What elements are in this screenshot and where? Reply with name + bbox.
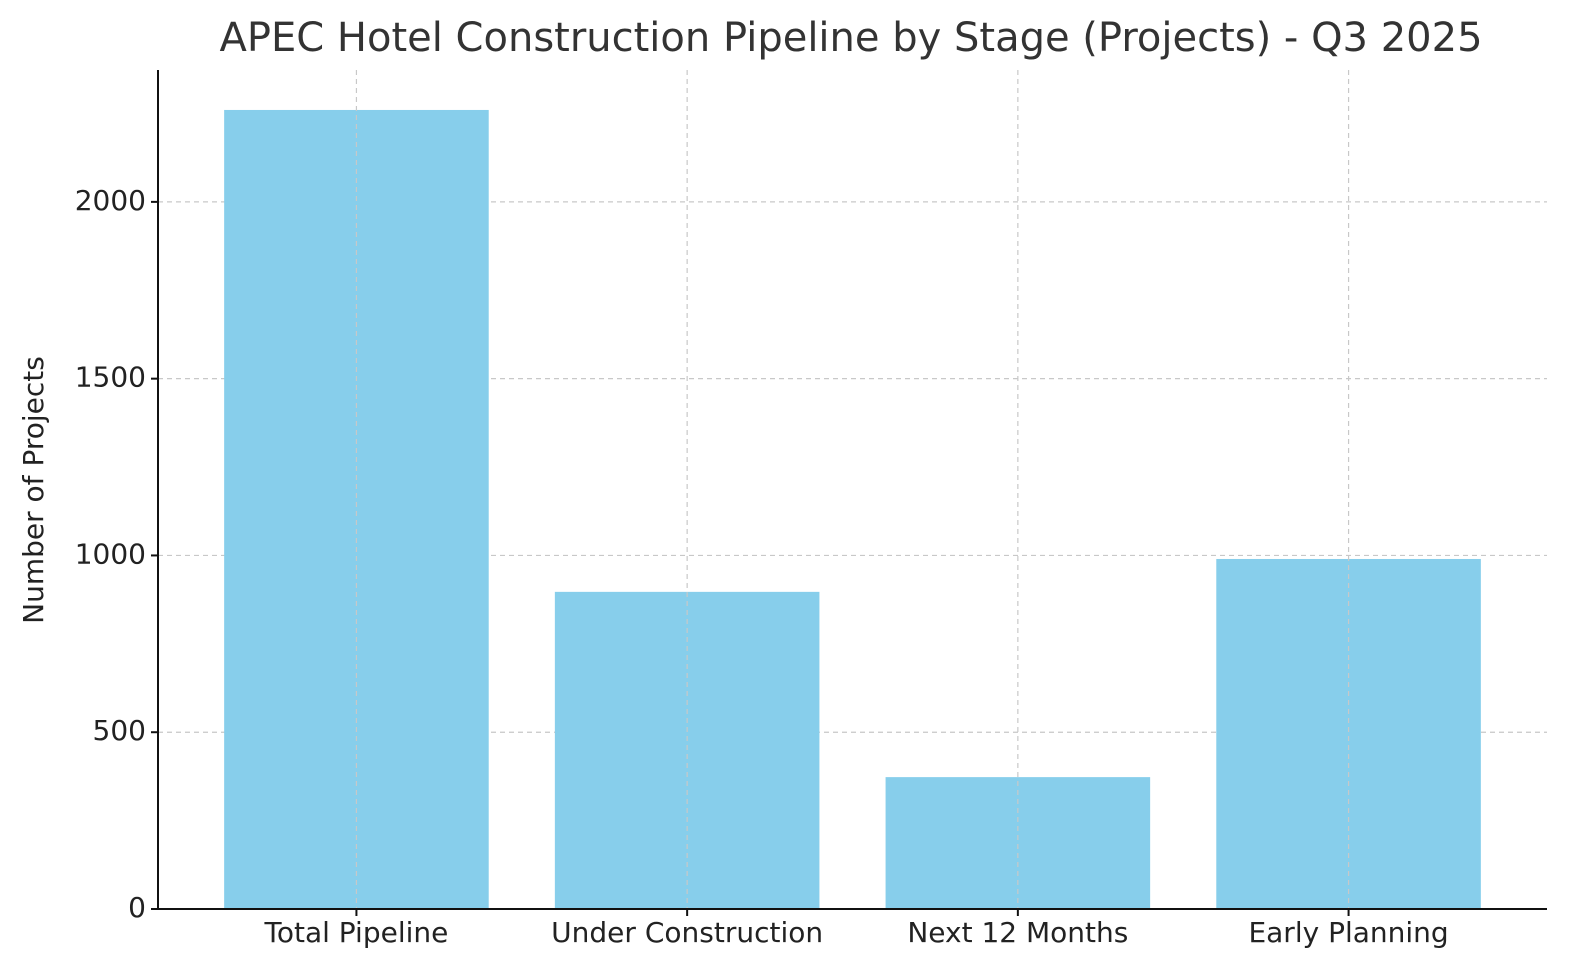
y-tick-label: 500 xyxy=(93,714,146,747)
y-tick-label: 2000 xyxy=(75,184,146,217)
x-tick-label: Next 12 Months xyxy=(907,916,1128,949)
y-tick-label: 0 xyxy=(128,891,146,924)
y-tick-label: 1500 xyxy=(75,361,146,394)
y-tick-label: 1000 xyxy=(75,537,146,570)
x-tick-label: Early Planning xyxy=(1248,916,1448,949)
x-tick-label: Under Construction xyxy=(551,916,823,949)
bar xyxy=(224,109,489,909)
chart-title: APEC Hotel Construction Pipeline by Stag… xyxy=(219,15,1482,61)
y-axis-label: Number of Projects xyxy=(17,356,50,624)
bar xyxy=(1216,558,1481,909)
x-tick-label: Total Pipeline xyxy=(263,916,448,949)
